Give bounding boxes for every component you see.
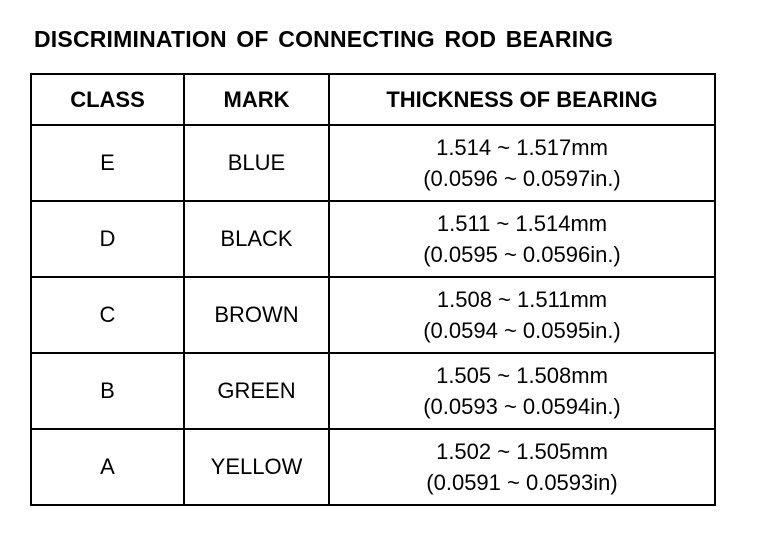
class-cell: B: [30, 352, 185, 430]
table-row: D BLACK 1.511 ~ 1.514mm (0.0595 ~ 0.0596…: [30, 200, 716, 278]
table-header-row: CLASS MARK THICKNESS OF BEARING: [30, 73, 716, 126]
thickness-mm: 1.511 ~ 1.514mm: [436, 211, 608, 236]
thickness-cell: 1.508 ~ 1.511mm (0.0594 ~ 0.0595in.): [328, 276, 716, 354]
thickness-mm: 1.508 ~ 1.511mm: [436, 287, 608, 312]
header-class: CLASS: [30, 73, 185, 126]
header-thickness: THICKNESS OF BEARING: [328, 73, 716, 126]
thickness-cell: 1.505 ~ 1.508mm (0.0593 ~ 0.0594in.): [328, 352, 716, 430]
class-cell: A: [30, 428, 185, 506]
table-row: E BLUE 1.514 ~ 1.517mm (0.0596 ~ 0.0597i…: [30, 124, 716, 202]
page-title: DISCRIMINATION OF CONNECTING ROD BEARING: [34, 26, 614, 52]
class-cell: D: [30, 200, 185, 278]
class-cell: C: [30, 276, 185, 354]
thickness-cell: 1.502 ~ 1.505mm (0.0591 ~ 0.0593in): [328, 428, 716, 506]
header-mark: MARK: [183, 73, 330, 126]
thickness-cell: 1.514 ~ 1.517mm (0.0596 ~ 0.0597in.): [328, 124, 716, 202]
thickness-in: (0.0596 ~ 0.0597in.): [423, 166, 621, 191]
thickness-mm: 1.502 ~ 1.505mm: [436, 439, 608, 464]
mark-cell: YELLOW: [183, 428, 330, 506]
thickness-in: (0.0595 ~ 0.0596in.): [423, 242, 621, 267]
thickness-in: (0.0594 ~ 0.0595in.): [423, 318, 621, 343]
mark-cell: BROWN: [183, 276, 330, 354]
thickness-in: (0.0591 ~ 0.0593in): [426, 470, 618, 495]
mark-cell: BLACK: [183, 200, 330, 278]
class-cell: E: [30, 124, 185, 202]
table-row: A YELLOW 1.502 ~ 1.505mm (0.0591 ~ 0.059…: [30, 428, 716, 506]
table-row: B GREEN 1.505 ~ 1.508mm (0.0593 ~ 0.0594…: [30, 352, 716, 430]
thickness-cell: 1.511 ~ 1.514mm (0.0595 ~ 0.0596in.): [328, 200, 716, 278]
thickness-mm: 1.505 ~ 1.508mm: [436, 363, 608, 388]
table-row: C BROWN 1.508 ~ 1.511mm (0.0594 ~ 0.0595…: [30, 276, 716, 354]
thickness-mm: 1.514 ~ 1.517mm: [436, 135, 608, 160]
mark-cell: BLUE: [183, 124, 330, 202]
thickness-in: (0.0593 ~ 0.0594in.): [423, 394, 621, 419]
bearing-classification-table: CLASS MARK THICKNESS OF BEARING E BLUE 1…: [30, 73, 716, 506]
mark-cell: GREEN: [183, 352, 330, 430]
